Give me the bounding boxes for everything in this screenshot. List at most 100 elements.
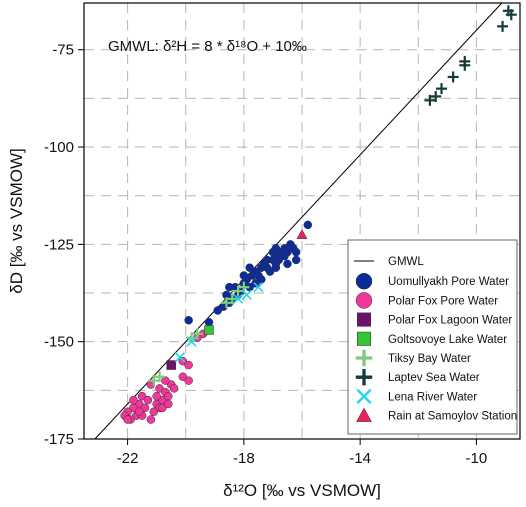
y-tick-label: -100 [44, 139, 74, 156]
legend-label: Polar Fox Pore Water [388, 295, 498, 307]
legend-box [347, 239, 518, 435]
legend-label: Lena River Water [388, 391, 477, 403]
x-b [241, 289, 252, 301]
data-point [140, 403, 150, 413]
data-point [436, 83, 448, 95]
gmwl-line [94, 2, 503, 440]
x-tick-label: -10 [466, 450, 488, 467]
data-points [120, 5, 517, 424]
legend-label: Laptev Sea Water [388, 372, 480, 384]
y-tick-label: -75 [52, 42, 74, 59]
data-point [169, 384, 179, 393]
data-point [232, 293, 244, 304]
legend-items: GMWL Uomullyakh Pore Water Polar Fox Pore … [354, 256, 517, 423]
data-point [174, 352, 185, 363]
x-tick-label: -18 [233, 450, 255, 467]
legend-label: Uomullyakh Pore Water [388, 276, 509, 288]
data-point [164, 399, 173, 409]
data-point [303, 220, 313, 230]
data-point [164, 391, 173, 401]
legend-label: Rain at Samoylov Station [388, 411, 517, 423]
data-point [184, 360, 193, 370]
data-point [291, 247, 301, 257]
data-point [204, 325, 214, 335]
x-b [356, 388, 372, 404]
data-point [186, 336, 197, 347]
series-goltsovoye-lake-water [204, 325, 214, 335]
data-point [271, 263, 281, 272]
data-point [226, 293, 238, 305]
data-point [430, 90, 442, 102]
data-point [280, 251, 289, 261]
data-point [152, 391, 161, 401]
data-point [204, 317, 214, 327]
legend-marker [355, 292, 373, 309]
data-point [161, 376, 170, 385]
legend-label-gmwl: GMWL [388, 256, 424, 268]
series-laptev-sea-water [424, 5, 517, 106]
data-point [505, 9, 517, 21]
data-point [123, 415, 132, 424]
x-axis-title: δ¹²O [‰ vs VSMOW] [223, 481, 381, 500]
legend-marker [357, 331, 371, 346]
data-point [184, 376, 193, 385]
data-point [257, 275, 266, 284]
data-point [447, 71, 459, 83]
legend-marker [355, 272, 373, 290]
data-point [129, 395, 138, 405]
legend-marker [357, 312, 371, 327]
data-point [251, 267, 260, 276]
axis-ticks: -22 -18 -14 -10 -75 -100 -125 -150 -175 [44, 42, 487, 467]
x-tick-label: -22 [117, 450, 139, 467]
data-point [459, 55, 471, 67]
data-point [148, 375, 160, 387]
data-point [241, 289, 252, 301]
data-point [262, 255, 272, 265]
y-tick-label: -150 [44, 334, 74, 351]
series-polar-fox-lagoon-water [166, 360, 176, 370]
data-point [166, 360, 176, 370]
legend: GMWL Uomullyakh Pore Water Polar Fox Pore … [347, 239, 518, 435]
data-point [143, 395, 153, 405]
legend-marker [356, 388, 372, 404]
data-point [155, 384, 164, 393]
data-point [178, 372, 188, 381]
data-point [283, 259, 292, 269]
x-b [174, 352, 185, 363]
data-point [154, 371, 166, 383]
series-lena-river-water [174, 282, 264, 363]
data-point [191, 328, 203, 340]
legend-marker [355, 368, 373, 386]
series-rain-at-samoylov-station [296, 229, 308, 239]
legend-marker [355, 349, 373, 367]
data-point [239, 271, 249, 280]
legend-label: Goltsovoye Lake Water [388, 334, 507, 346]
data-point [238, 281, 250, 293]
series-polar-fox-pore-water [120, 329, 208, 424]
x-b [186, 336, 197, 347]
data-point [265, 267, 275, 276]
plot-frame [83, 2, 521, 440]
data-point [220, 297, 232, 309]
data-point [158, 403, 167, 413]
data-point [225, 282, 234, 292]
legend-label: Tiksy Bay Water [388, 353, 471, 365]
x-tick-label: -14 [349, 450, 371, 467]
data-point [184, 316, 193, 325]
data-point [213, 306, 222, 315]
gmwl-layer [94, 2, 503, 440]
gmwl-annotation: GMWL: δ²H = 8 * δ¹⁸O + 10‰ [108, 38, 307, 55]
data-point [245, 263, 254, 272]
data-point [253, 282, 264, 293]
y-axis-title: δD [‰ vs VSMOW] [7, 148, 26, 293]
data-point [149, 407, 159, 416]
data-point [232, 285, 244, 297]
data-point [291, 255, 301, 265]
data-point [146, 415, 156, 424]
legend-marker [356, 407, 372, 422]
data-point [137, 391, 147, 401]
legend-label: Polar Fox Lagoon Water [388, 315, 512, 327]
data-point [268, 247, 278, 257]
data-point [296, 229, 308, 239]
